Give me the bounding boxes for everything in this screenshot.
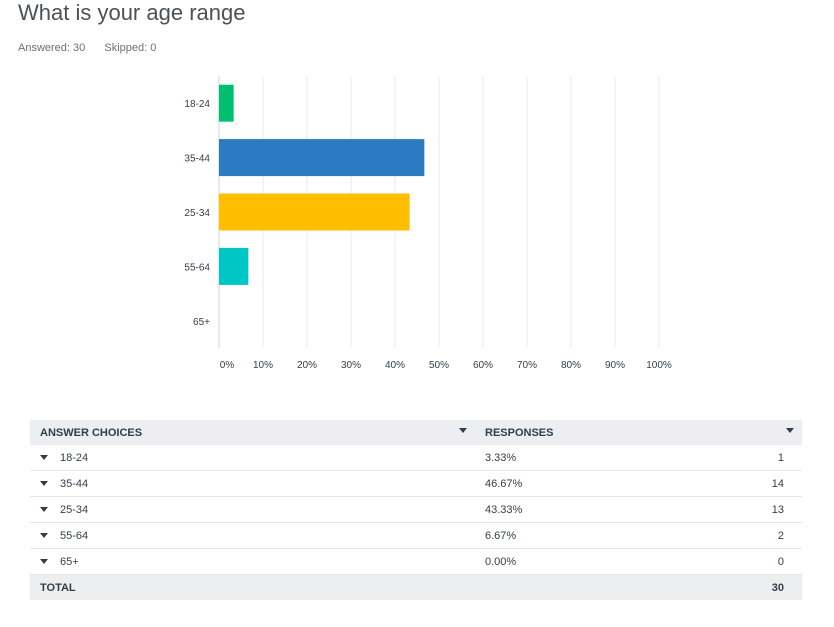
- choice-label: 65+: [60, 555, 79, 568]
- answer-choices-header-label: ANSWER CHOICES: [40, 426, 143, 439]
- table-row: 65+ 0.00% 0: [30, 548, 802, 575]
- category-label: 55-64: [184, 262, 210, 273]
- choice-label: 35-44: [60, 477, 89, 490]
- total-row: TOTAL 30: [30, 574, 802, 600]
- choice-cell: 18-24: [30, 445, 475, 471]
- bar-55-64: [219, 247, 249, 285]
- skipped-count: 0: [150, 42, 157, 54]
- percent-cell: 3.33%: [475, 445, 745, 471]
- table-row: 25-34 43.33% 13: [30, 496, 802, 523]
- choice-cell: 25-34: [30, 496, 475, 523]
- responses-header-label: RESPONSES: [485, 426, 554, 439]
- sort-caret-icon[interactable]: [786, 428, 794, 433]
- total-count: 30: [745, 574, 802, 600]
- table-row: 55-64 6.67% 2: [30, 522, 802, 549]
- choice-cell: 65+: [30, 548, 475, 575]
- category-label: 25-34: [184, 208, 210, 219]
- expand-caret-icon[interactable]: [40, 507, 48, 513]
- results-table: ANSWER CHOICES RESPONSES 18-24 3.33% 1 3…: [30, 420, 802, 600]
- total-spacer: [475, 574, 745, 600]
- x-tick-label: 50%: [429, 360, 449, 371]
- x-tick-label: 90%: [605, 360, 625, 371]
- expand-caret-icon[interactable]: [40, 455, 48, 461]
- answered-count: 30: [73, 42, 86, 54]
- count-cell: 14: [745, 470, 802, 497]
- x-tick-label: 40%: [385, 360, 405, 371]
- x-tick-label: 0%: [220, 360, 235, 371]
- age-range-bar-chart: 0% 10% 20% 30% 40% 50% 60% 70% 80% 90% 100% 18-24 35…: [184, 76, 672, 371]
- answered-label: Answered:: [18, 42, 70, 54]
- x-tick-label: 20%: [297, 360, 317, 371]
- skipped-summary: Skipped: 0: [104, 42, 156, 54]
- bar-18-24: [219, 84, 234, 122]
- x-tick-label: 60%: [473, 360, 493, 371]
- responses-header[interactable]: RESPONSES: [475, 420, 802, 445]
- count-cell: 1: [745, 445, 802, 471]
- choice-label: 18-24: [60, 451, 89, 464]
- x-tick-label: 10%: [253, 360, 273, 371]
- answer-choices-header[interactable]: ANSWER CHOICES: [30, 420, 475, 445]
- x-tick-label: 80%: [561, 360, 581, 371]
- total-label: TOTAL: [30, 574, 475, 600]
- expand-caret-icon[interactable]: [40, 533, 48, 539]
- percent-cell: 0.00%: [475, 548, 745, 575]
- percent-cell: 43.33%: [475, 496, 745, 523]
- skipped-label: Skipped:: [104, 42, 148, 54]
- count-cell: 2: [745, 522, 802, 549]
- results-header-row: ANSWER CHOICES RESPONSES: [30, 420, 802, 445]
- bar-25-34: [219, 193, 410, 231]
- bar-35-44: [219, 139, 425, 177]
- count-cell: 0: [745, 548, 802, 575]
- x-tick-label: 100%: [646, 360, 672, 371]
- expand-caret-icon[interactable]: [40, 559, 48, 565]
- answered-summary: Answered: 30: [18, 42, 88, 54]
- category-label: 18-24: [184, 99, 210, 110]
- response-summary: Answered: 30 Skipped: 0: [18, 42, 172, 54]
- table-row: 18-24 3.33% 1: [30, 445, 802, 471]
- table-row: 35-44 46.67% 14: [30, 470, 802, 497]
- x-tick-label: 30%: [341, 360, 361, 371]
- count-cell: 13: [745, 496, 802, 523]
- sort-caret-icon[interactable]: [459, 428, 467, 433]
- expand-caret-icon[interactable]: [40, 481, 48, 487]
- percent-cell: 46.67%: [475, 470, 745, 497]
- choice-label: 25-34: [60, 503, 89, 516]
- category-label: 35-44: [184, 154, 210, 165]
- category-label: 65+: [193, 317, 210, 328]
- choice-label: 55-64: [60, 529, 89, 542]
- choice-cell: 35-44: [30, 470, 475, 497]
- x-tick-label: 70%: [517, 360, 537, 371]
- percent-cell: 6.67%: [475, 522, 745, 549]
- choice-cell: 55-64: [30, 522, 475, 549]
- question-title: What is your age range: [18, 0, 246, 25]
